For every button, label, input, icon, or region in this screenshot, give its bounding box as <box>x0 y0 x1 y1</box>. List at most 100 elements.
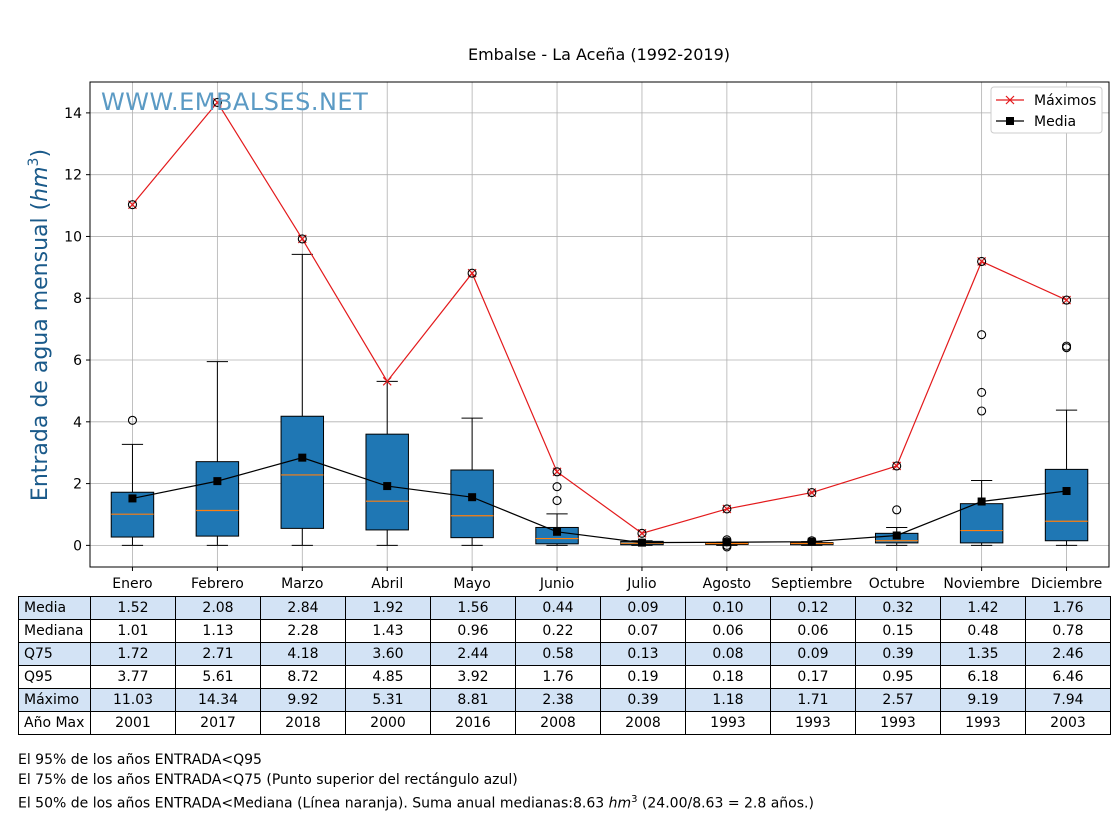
y-tick-label: 4 <box>73 415 82 431</box>
table-cell: 0.48 <box>940 619 1026 643</box>
outlier-point <box>552 482 562 492</box>
table-cell: 4.18 <box>260 642 346 666</box>
table-cell: 2003 <box>1025 711 1111 735</box>
table-cell: 5.61 <box>175 665 261 689</box>
table-cell: 0.44 <box>515 596 601 620</box>
y-tick-label: 14 <box>64 106 82 122</box>
table-cell: 9.92 <box>260 688 346 712</box>
table-cell: 1.43 <box>345 619 431 643</box>
table-cell: 1.71 <box>770 688 856 712</box>
table-cell: 0.39 <box>600 688 686 712</box>
table-cell: 11.03 <box>90 688 176 712</box>
media-point <box>637 538 646 547</box>
max-outlier-point <box>127 200 138 210</box>
box-iqr <box>195 461 240 537</box>
table-cell: 0.06 <box>770 619 856 643</box>
row-label: Máximo <box>18 688 91 712</box>
x-tick-label: Noviembre <box>943 576 1019 592</box>
media-point <box>383 482 392 491</box>
table-cell: 0.13 <box>600 642 686 666</box>
row-label: Q95 <box>18 665 91 689</box>
table-cell: 0.17 <box>770 665 856 689</box>
table-cell: 0.19 <box>600 665 686 689</box>
table-cell: 0.95 <box>855 665 941 689</box>
x-tick-label: Junio <box>539 576 574 592</box>
box-layer <box>110 253 1089 552</box>
box-febrero <box>195 361 240 546</box>
x-axis: Enero Febrero Marzo Abril Mayo Junio Julio Agos… <box>112 567 1102 592</box>
note-median-exp: 3 <box>631 794 638 805</box>
table-row: Q75 1.72 2.71 4.18 3.60 2.44 0.58 0.13 0.08 0.09 0… <box>18 642 1111 666</box>
table-cell: 14.34 <box>175 688 261 712</box>
table-cell: 1.52 <box>90 596 176 620</box>
plot-frame <box>89 81 1110 568</box>
table-cell: 2.46 <box>1025 642 1111 666</box>
max-outlier-point <box>1061 295 1072 305</box>
media-point <box>807 537 816 546</box>
stats-table: Media 1.52 2.08 2.84 1.92 1.56 0.44 0.09 0.10 0.1… <box>18 596 1111 735</box>
box-iqr <box>280 415 325 529</box>
outlier-point <box>977 387 987 398</box>
y-tick-label: 0 <box>73 538 82 554</box>
box-diciembre <box>1044 341 1089 546</box>
box-iqr <box>365 433 409 531</box>
x-tick-label: Agosto <box>703 576 751 592</box>
table-cell: 0.08 <box>685 642 771 666</box>
table-cell: 0.09 <box>600 596 686 620</box>
media-point <box>468 493 477 502</box>
table-cell: 1.35 <box>940 642 1026 666</box>
media-point <box>892 531 901 540</box>
box-abril <box>365 380 409 546</box>
table-cell: 2.84 <box>260 596 346 620</box>
box-iqr <box>450 469 494 539</box>
box-chart: Embalse - La Aceña (1992-2019) 0 2 4 6 8 10 12… <box>26 45 1110 592</box>
table-cell: 0.58 <box>515 642 601 666</box>
table-cell: 2008 <box>600 711 686 735</box>
box-marzo <box>280 253 325 546</box>
x-tick-label: Octubre <box>869 576 925 592</box>
row-label: Media <box>18 596 91 620</box>
y-tick-label: 10 <box>64 229 82 245</box>
x-tick-label: Febrero <box>191 576 244 592</box>
table-cell: 0.22 <box>515 619 601 643</box>
table-cell: 1.76 <box>515 665 601 689</box>
legend-label: Máximos <box>1034 93 1096 109</box>
media-point <box>128 494 137 503</box>
table-cell: 2018 <box>260 711 346 735</box>
note-median-text: El 50% de los años ENTRADA<Mediana (Líne… <box>18 795 609 812</box>
table-cell: 0.96 <box>430 619 516 643</box>
max-outlier-point <box>977 256 987 267</box>
series-line-media <box>132 457 1067 544</box>
note-median-unit: hm <box>608 795 632 812</box>
table-cell: 3.77 <box>90 665 176 689</box>
outlier-point <box>1061 341 1072 351</box>
table-cell: 1.01 <box>90 619 176 643</box>
y-axis-label-prefix: Entrada de agua mensual ( <box>28 202 53 501</box>
table-cell: 0.07 <box>600 619 686 643</box>
row-label: Q75 <box>18 642 91 666</box>
legend-item-maximos: Máximos <box>996 93 1096 109</box>
max-outlier-point <box>467 268 477 278</box>
x-tick-label: Septiembre <box>771 576 852 592</box>
y-tick-label: 12 <box>64 168 82 184</box>
table-cell: 2.44 <box>430 642 516 666</box>
table-cell: 6.46 <box>1025 665 1111 689</box>
legend-item-media: Media <box>996 114 1076 130</box>
outlier-point <box>977 406 987 416</box>
series-layer <box>127 97 1072 547</box>
max-outlier-point <box>552 467 562 477</box>
table-cell: 0.39 <box>855 642 941 666</box>
x-tick-label: Abril <box>371 576 403 592</box>
table-cell: 1.92 <box>345 596 431 620</box>
legend-marker <box>1006 117 1014 125</box>
table-cell: 1993 <box>855 711 941 735</box>
max-outlier-point <box>297 234 307 244</box>
box-iqr <box>1044 468 1089 542</box>
table-cell: 7.94 <box>1025 688 1111 712</box>
table-cell: 3.60 <box>345 642 431 666</box>
table-cell: 0.12 <box>770 596 856 620</box>
media-point <box>213 477 222 486</box>
y-axis: 0 2 4 6 8 10 12 14 <box>64 106 90 554</box>
table-cell: 0.18 <box>685 665 771 689</box>
table-cell: 4.85 <box>345 665 431 689</box>
